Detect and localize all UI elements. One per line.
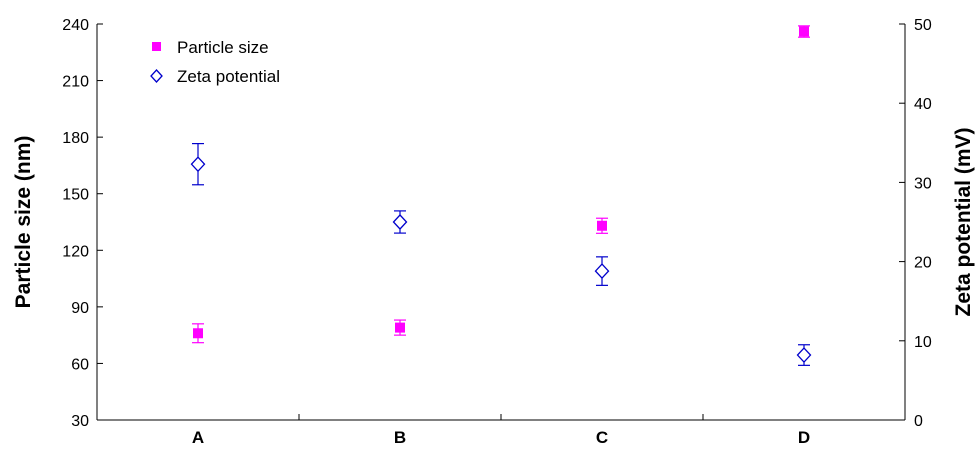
x-category-label: D — [798, 428, 810, 447]
left-y-tick-label: 30 — [71, 413, 89, 430]
data-point — [190, 156, 206, 173]
data-series — [190, 25, 812, 366]
left-y-tick-label: 90 — [71, 300, 89, 317]
left-y-tick-label: 180 — [62, 130, 89, 147]
right-y-tick-label: 50 — [914, 17, 932, 34]
left-y-axis-title: Particle size (nm) — [12, 136, 35, 309]
legend-label-particle-size: Particle size — [177, 38, 269, 57]
data-point — [594, 263, 610, 280]
right-y-tick-label: 30 — [914, 175, 932, 192]
legend-marker-zeta-potential — [150, 69, 163, 83]
left-y-tick-label: 240 — [62, 17, 89, 34]
data-point — [395, 322, 405, 333]
left-y-tick-label: 60 — [71, 356, 89, 373]
data-point — [597, 220, 607, 231]
x-category-label: C — [596, 428, 608, 447]
right-y-tick-label: 40 — [914, 96, 932, 113]
data-point — [796, 347, 812, 364]
series-particle-size — [192, 25, 810, 344]
x-category-label: A — [192, 428, 204, 447]
data-point — [392, 214, 408, 230]
x-ticks: A B C D — [192, 414, 810, 447]
left-y-ticks: 30 60 90 120 150 180 210 240 — [62, 17, 103, 430]
right-y-tick-label: 0 — [914, 413, 923, 430]
legend-marker-particle-size — [152, 42, 161, 51]
right-y-tick-label: 20 — [914, 255, 932, 272]
right-y-axis-title: Zeta potential (mV) — [952, 127, 975, 316]
right-y-tick-label: 10 — [914, 334, 932, 351]
legend: Particle size Zeta potential — [150, 38, 280, 86]
legend-label-zeta-potential: Zeta potential — [177, 67, 280, 86]
right-y-ticks: 0 10 20 30 40 50 — [899, 17, 932, 430]
left-y-tick-label: 210 — [62, 74, 89, 91]
left-y-tick-label: 150 — [62, 187, 89, 204]
x-category-label: B — [394, 428, 406, 447]
series-zeta-potential — [190, 142, 812, 366]
data-point — [193, 328, 203, 339]
data-point — [799, 26, 809, 37]
left-y-tick-label: 120 — [62, 243, 89, 260]
